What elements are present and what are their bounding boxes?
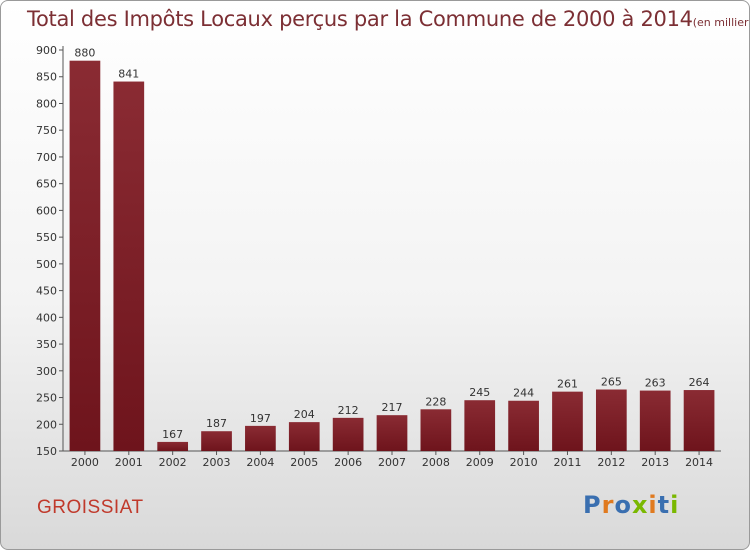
logo-letter: i: [670, 491, 680, 519]
bar: [683, 390, 715, 451]
bar: [245, 425, 276, 451]
y-tick-label: 900: [36, 44, 57, 57]
x-tick-label: 2004: [246, 456, 274, 469]
chart-title: Total des Impôts Locaux perçus par la Co…: [27, 7, 749, 31]
logo-letter: o: [614, 491, 632, 519]
y-tick-label: 150: [36, 445, 57, 458]
data-label: 197: [250, 412, 271, 425]
x-tick-label: 2011: [553, 456, 581, 469]
data-label: 244: [513, 387, 534, 400]
data-label: 261: [557, 378, 578, 391]
y-tick-label: 350: [36, 338, 57, 351]
logo-letter: i: [648, 491, 658, 519]
bar: [552, 391, 583, 451]
y-tick-label: 500: [36, 258, 57, 271]
x-tick-label: 2012: [597, 456, 625, 469]
bar: [420, 409, 452, 451]
bar: [595, 389, 627, 451]
y-tick-label: 400: [36, 311, 57, 324]
data-label: 217: [382, 401, 403, 414]
logo-letter: P: [583, 491, 602, 519]
data-label: 263: [645, 377, 666, 390]
y-tick-label: 600: [36, 204, 57, 217]
title-unit: (en milliers d'€): [692, 16, 749, 29]
x-tick-label: 2010: [510, 456, 538, 469]
y-tick-label: 700: [36, 151, 57, 164]
x-tick-label: 2007: [378, 456, 406, 469]
y-tick-label: 800: [36, 97, 57, 110]
bar: [288, 422, 320, 451]
data-label: 264: [689, 376, 710, 389]
bar: [376, 415, 408, 451]
bar: [69, 60, 101, 452]
logo-letter: x: [631, 491, 649, 519]
x-tick-label: 2002: [159, 456, 187, 469]
value-labels: 880 841 167 187 197 204 212 217 228 245 244 261 265 2…: [74, 47, 709, 441]
logo-letter: t: [657, 491, 671, 519]
bars: [69, 60, 715, 452]
x-tick-label: 2001: [115, 456, 143, 469]
bar: [639, 390, 671, 451]
title-text: Total des Impôts Locaux perçus par la Co…: [27, 7, 693, 31]
data-label: 841: [118, 68, 139, 81]
y-tick-label: 850: [36, 71, 57, 84]
y-tick-label: 200: [36, 418, 57, 431]
y-tick-label: 450: [36, 285, 57, 298]
data-label: 880: [74, 47, 95, 60]
data-label: 228: [425, 395, 446, 408]
y-tick-label: 550: [36, 231, 57, 244]
commune-name: GROISSIAT: [37, 497, 144, 518]
bar: [332, 417, 364, 451]
data-label: 187: [206, 417, 227, 430]
bar: [201, 431, 232, 451]
y-tick-label: 750: [36, 124, 57, 137]
logo-letter: r: [601, 491, 615, 519]
bar: [464, 400, 496, 451]
data-label: 204: [294, 408, 315, 421]
x-tick-label: 2003: [203, 456, 231, 469]
data-label: 212: [338, 404, 359, 417]
data-label: 167: [162, 428, 183, 441]
x-tick-label: 2005: [290, 456, 318, 469]
data-label: 245: [469, 386, 490, 399]
x-tick-label: 2006: [334, 456, 362, 469]
bar: [113, 81, 145, 451]
x-tick-label: 2013: [641, 456, 669, 469]
y-tick-label: 650: [36, 178, 57, 191]
x-tick-label: 2000: [71, 456, 99, 469]
bar: [157, 441, 189, 451]
data-label: 265: [601, 376, 622, 389]
proxiti-logo: Proxiti: [583, 491, 679, 519]
x-tick-label: 2009: [466, 456, 494, 469]
x-tick-label: 2014: [685, 456, 713, 469]
axes: 150 200 250 300 350 400 450 500 550 600 650 700 750 8…: [36, 44, 721, 469]
bar: [508, 400, 539, 451]
y-tick-label: 300: [36, 365, 57, 378]
x-tick-label: 2008: [422, 456, 450, 469]
y-tick-label: 250: [36, 392, 57, 405]
